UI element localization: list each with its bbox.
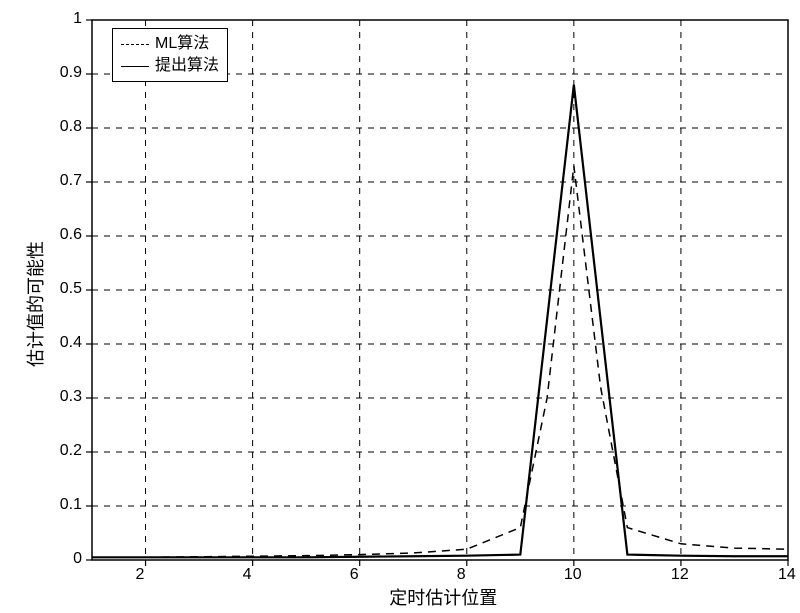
x-tick-label: 4: [243, 566, 252, 584]
legend: ML算法提出算法: [112, 28, 228, 82]
legend-label: 提出算法: [155, 55, 219, 77]
y-tick-label: 0.6: [60, 226, 82, 244]
series-ml: [92, 166, 788, 558]
y-axis-label: 估计值的可能性: [22, 241, 48, 367]
y-tick-label: 1: [73, 10, 82, 28]
x-tick-label: 14: [778, 566, 796, 584]
y-tick-label: 0.2: [60, 442, 82, 460]
x-tick-label: 2: [136, 566, 145, 584]
legend-swatch: [121, 44, 149, 45]
plot-svg: [0, 0, 800, 613]
y-tick-label: 0.8: [60, 118, 82, 136]
y-tick-label: 0.1: [60, 496, 82, 514]
x-tick-label: 6: [350, 566, 359, 584]
legend-item: ML算法: [121, 33, 219, 55]
legend-label: ML算法: [155, 33, 209, 55]
y-tick-label: 0.9: [60, 64, 82, 82]
x-axis-label: 定时估计位置: [389, 584, 497, 610]
y-tick-label: 0: [73, 550, 82, 568]
x-tick-label: 8: [457, 566, 466, 584]
x-tick-label: 12: [671, 566, 689, 584]
y-tick-label: 0.5: [60, 280, 82, 298]
legend-swatch: [121, 66, 149, 67]
chart-container: 估计值的可能性 定时估计位置 ML算法提出算法 2 4 6 8 10 12 14 0 0.1 0.…: [0, 0, 800, 613]
y-tick-label: 0.4: [60, 334, 82, 352]
y-tick-label: 0.7: [60, 172, 82, 190]
legend-item: 提出算法: [121, 55, 219, 77]
series-proposed: [92, 85, 788, 558]
y-tick-label: 0.3: [60, 388, 82, 406]
x-tick-label: 10: [564, 566, 582, 584]
